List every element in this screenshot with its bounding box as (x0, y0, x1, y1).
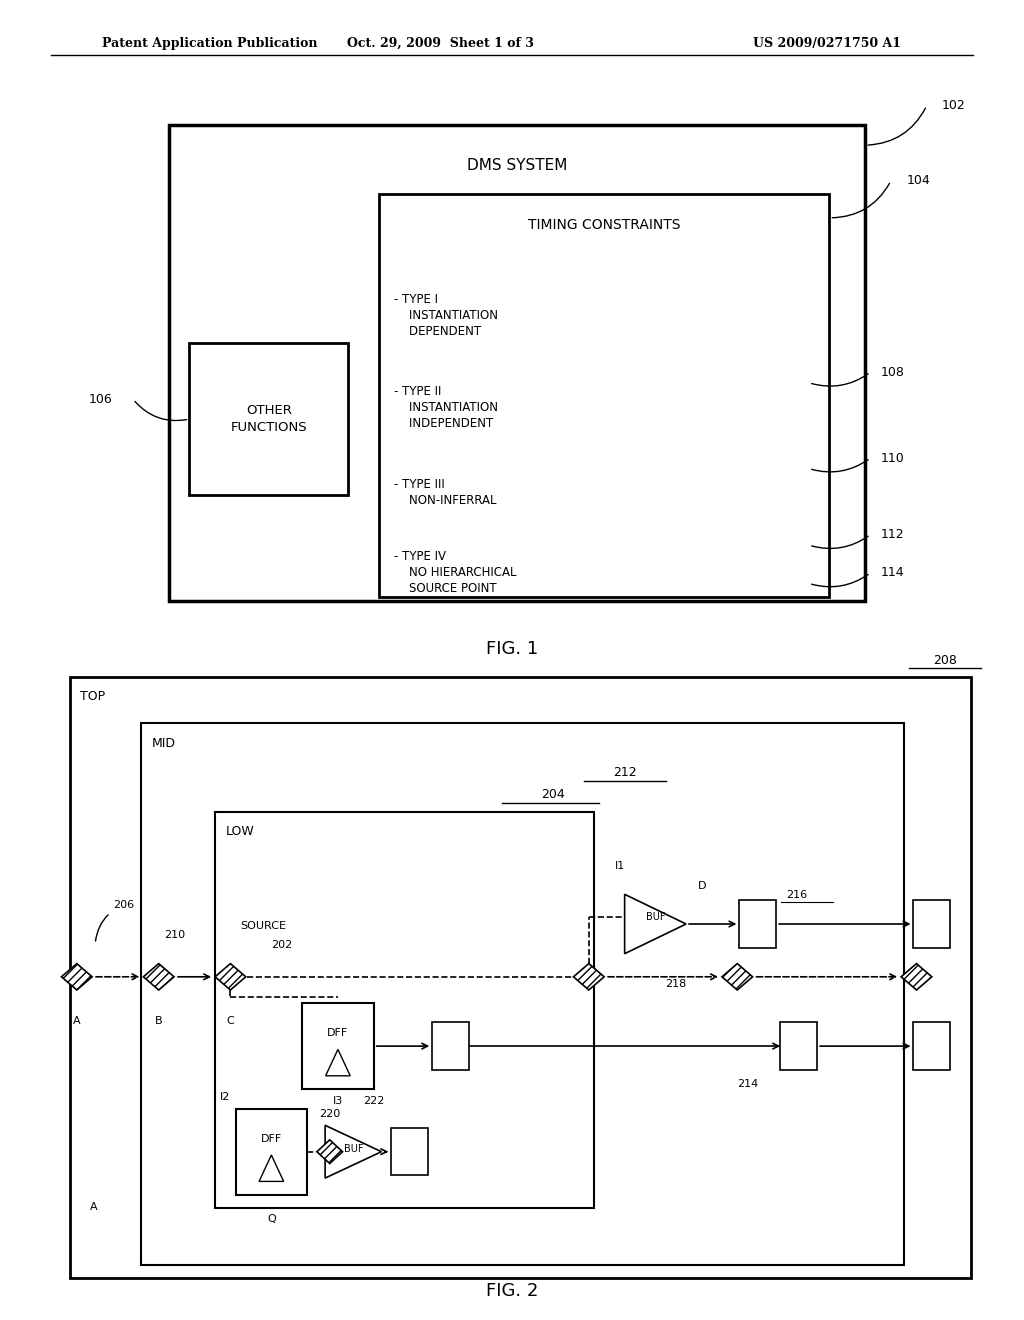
Text: - TYPE II
    INSTANTIATION
    INDEPENDENT: - TYPE II INSTANTIATION INDEPENDENT (394, 385, 499, 430)
Text: 108: 108 (881, 366, 904, 379)
Text: 214: 214 (737, 1080, 759, 1089)
Text: - TYPE III
    NON-INFERRAL: - TYPE III NON-INFERRAL (394, 478, 497, 507)
Text: TIMING CONSTRAINTS: TIMING CONSTRAINTS (528, 218, 680, 232)
Text: - TYPE IV
    NO HIERARCHICAL
    SOURCE POINT: - TYPE IV NO HIERARCHICAL SOURCE POINT (394, 550, 517, 595)
Text: Patent Application Publication: Patent Application Publication (102, 37, 317, 50)
Text: SOURCE: SOURCE (241, 920, 287, 931)
Text: A: A (73, 1016, 81, 1027)
FancyBboxPatch shape (913, 1022, 950, 1069)
FancyBboxPatch shape (379, 194, 829, 597)
Text: 104: 104 (906, 174, 930, 187)
Text: Oct. 29, 2009  Sheet 1 of 3: Oct. 29, 2009 Sheet 1 of 3 (347, 37, 534, 50)
Text: I2: I2 (220, 1092, 230, 1102)
Text: DFF: DFF (261, 1134, 282, 1144)
Text: OTHER
FUNCTIONS: OTHER FUNCTIONS (230, 404, 307, 434)
Text: 212: 212 (612, 766, 637, 779)
Polygon shape (259, 1155, 284, 1181)
Text: DFF: DFF (328, 1028, 348, 1039)
Text: DMS SYSTEM: DMS SYSTEM (467, 158, 567, 173)
Polygon shape (573, 964, 604, 990)
Text: B: B (155, 1016, 163, 1027)
Text: Q: Q (267, 1214, 275, 1225)
Text: A: A (90, 1201, 97, 1212)
FancyBboxPatch shape (215, 812, 594, 1208)
Text: TOP: TOP (80, 690, 105, 704)
Polygon shape (61, 964, 92, 990)
Text: LOW: LOW (225, 825, 254, 838)
Text: 206: 206 (95, 900, 134, 941)
Text: 222: 222 (364, 1096, 385, 1106)
Polygon shape (325, 1125, 381, 1177)
FancyBboxPatch shape (70, 677, 971, 1278)
Text: 210: 210 (164, 929, 185, 940)
Text: 114: 114 (881, 566, 904, 579)
Text: E: E (742, 933, 750, 944)
FancyBboxPatch shape (302, 1003, 374, 1089)
Text: 112: 112 (881, 528, 904, 541)
FancyBboxPatch shape (432, 1022, 469, 1069)
Text: 204: 204 (541, 788, 565, 801)
FancyBboxPatch shape (739, 900, 776, 948)
Text: 106: 106 (89, 393, 113, 405)
FancyBboxPatch shape (780, 1022, 817, 1069)
FancyBboxPatch shape (141, 723, 904, 1265)
Text: FIG. 2: FIG. 2 (485, 1282, 539, 1300)
Text: 208: 208 (933, 653, 957, 667)
Text: 220: 220 (319, 1109, 340, 1119)
FancyBboxPatch shape (169, 125, 865, 601)
Text: BUF: BUF (343, 1144, 364, 1154)
Text: FIG. 1: FIG. 1 (485, 640, 539, 659)
Text: 218: 218 (666, 979, 687, 990)
Polygon shape (317, 1139, 343, 1164)
Polygon shape (143, 964, 174, 990)
Text: D: D (698, 880, 707, 891)
Text: 216: 216 (786, 890, 808, 900)
Text: I1: I1 (614, 861, 625, 871)
FancyBboxPatch shape (391, 1127, 428, 1175)
Polygon shape (901, 964, 932, 990)
Text: BUF: BUF (645, 912, 666, 923)
Text: MID: MID (152, 737, 175, 750)
Text: - TYPE I
    INSTANTIATION
    DEPENDENT: - TYPE I INSTANTIATION DEPENDENT (394, 293, 499, 338)
FancyBboxPatch shape (189, 343, 348, 495)
FancyBboxPatch shape (236, 1109, 307, 1195)
Polygon shape (625, 895, 686, 953)
FancyBboxPatch shape (913, 900, 950, 948)
Polygon shape (326, 1049, 350, 1076)
Polygon shape (215, 964, 246, 990)
Text: 102: 102 (942, 99, 966, 112)
Text: C: C (226, 1016, 234, 1027)
Text: 110: 110 (881, 451, 904, 465)
Text: 202: 202 (271, 940, 293, 950)
Text: US 2009/0271750 A1: US 2009/0271750 A1 (753, 37, 901, 50)
Text: I3: I3 (333, 1096, 343, 1106)
Polygon shape (722, 964, 753, 990)
